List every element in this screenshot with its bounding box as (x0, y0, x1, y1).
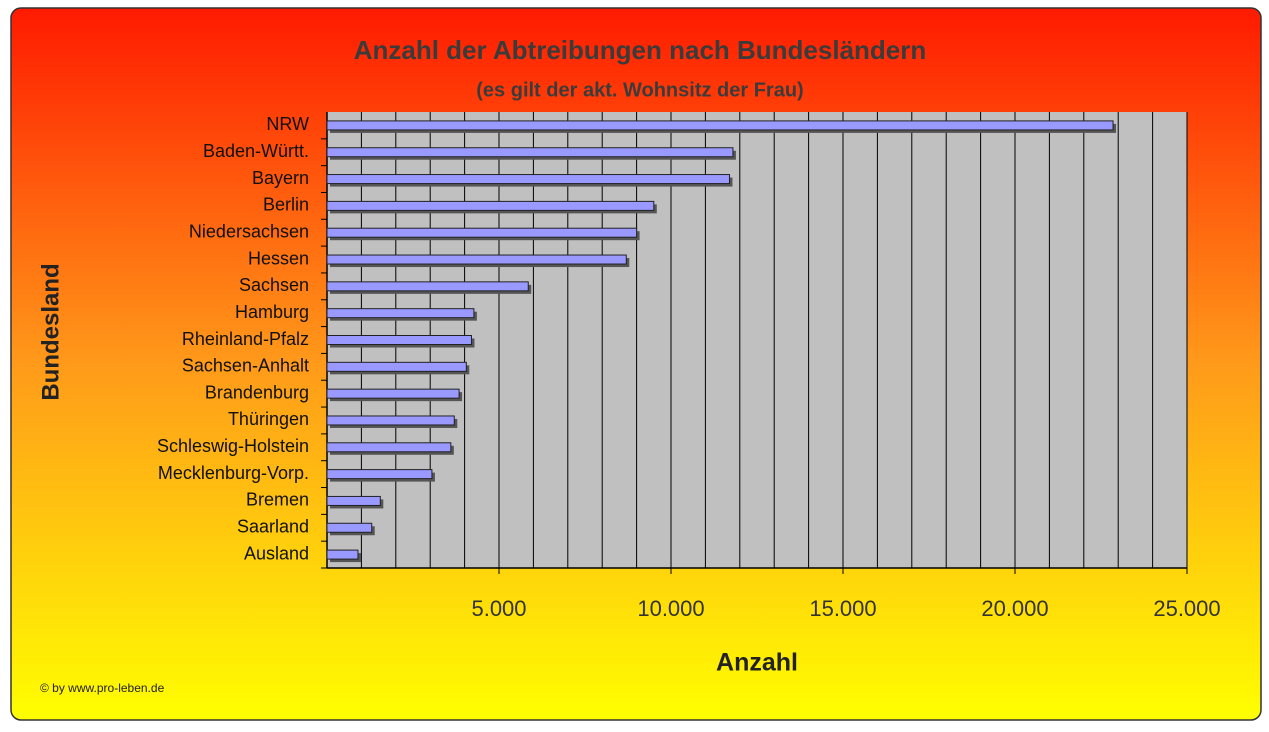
y-tick-label: Ausland (244, 543, 309, 563)
y-tick-label: Thüringen (228, 409, 309, 429)
y-tick-label: Bremen (246, 490, 309, 510)
credit: © by www.pro-leben.de (40, 681, 165, 695)
y-tick-label: Schleswig-Holstein (157, 436, 309, 456)
bar (326, 200, 655, 211)
bar (326, 254, 627, 265)
y-tick-label: Niedersachsen (189, 221, 309, 241)
x-tick-label: 10.000 (637, 596, 704, 621)
bar (326, 388, 460, 399)
y-tick-label: Mecklenburg-Vorp. (158, 463, 309, 483)
y-tick-label: NRW (266, 114, 309, 134)
x-tick-label: 5.000 (471, 596, 526, 621)
y-tick-label: Bayern (252, 168, 309, 188)
y-tick-label: Saarland (237, 517, 309, 537)
y-tick-label: Hessen (248, 248, 309, 268)
chart-title: Anzahl der Abtreibungen nach Bundeslände… (354, 35, 927, 65)
bar (326, 147, 734, 158)
y-axis-title: Bundesland (37, 263, 64, 400)
bar (326, 522, 373, 533)
bar (326, 495, 381, 506)
bar (326, 281, 529, 292)
bar (326, 335, 472, 345)
bar (326, 469, 433, 480)
bar (326, 120, 1114, 131)
bar (326, 361, 467, 372)
bar (326, 174, 730, 185)
x-tick-label: 20.000 (981, 596, 1048, 621)
y-tick-label: Sachsen-Anhalt (182, 356, 309, 376)
x-tick-label: 25.000 (1153, 596, 1220, 621)
chart-subtitle: (es gilt der akt. Wohnsitz der Frau) (476, 79, 803, 101)
y-tick-label: Sachsen (239, 275, 309, 295)
y-tick-label: Baden-Württ. (203, 141, 309, 161)
y-tick-label: Berlin (263, 195, 309, 215)
x-axis-title: Anzahl (716, 649, 798, 677)
bar (326, 415, 455, 426)
bar (326, 442, 452, 453)
y-tick-label: Brandenburg (205, 382, 309, 402)
bar (326, 227, 638, 238)
bar (326, 308, 475, 319)
y-tick-label: Rheinland-Pfalz (182, 329, 309, 349)
y-tick-label: Hamburg (235, 302, 309, 322)
x-tick-label: 15.000 (809, 596, 876, 621)
bar (326, 549, 359, 560)
